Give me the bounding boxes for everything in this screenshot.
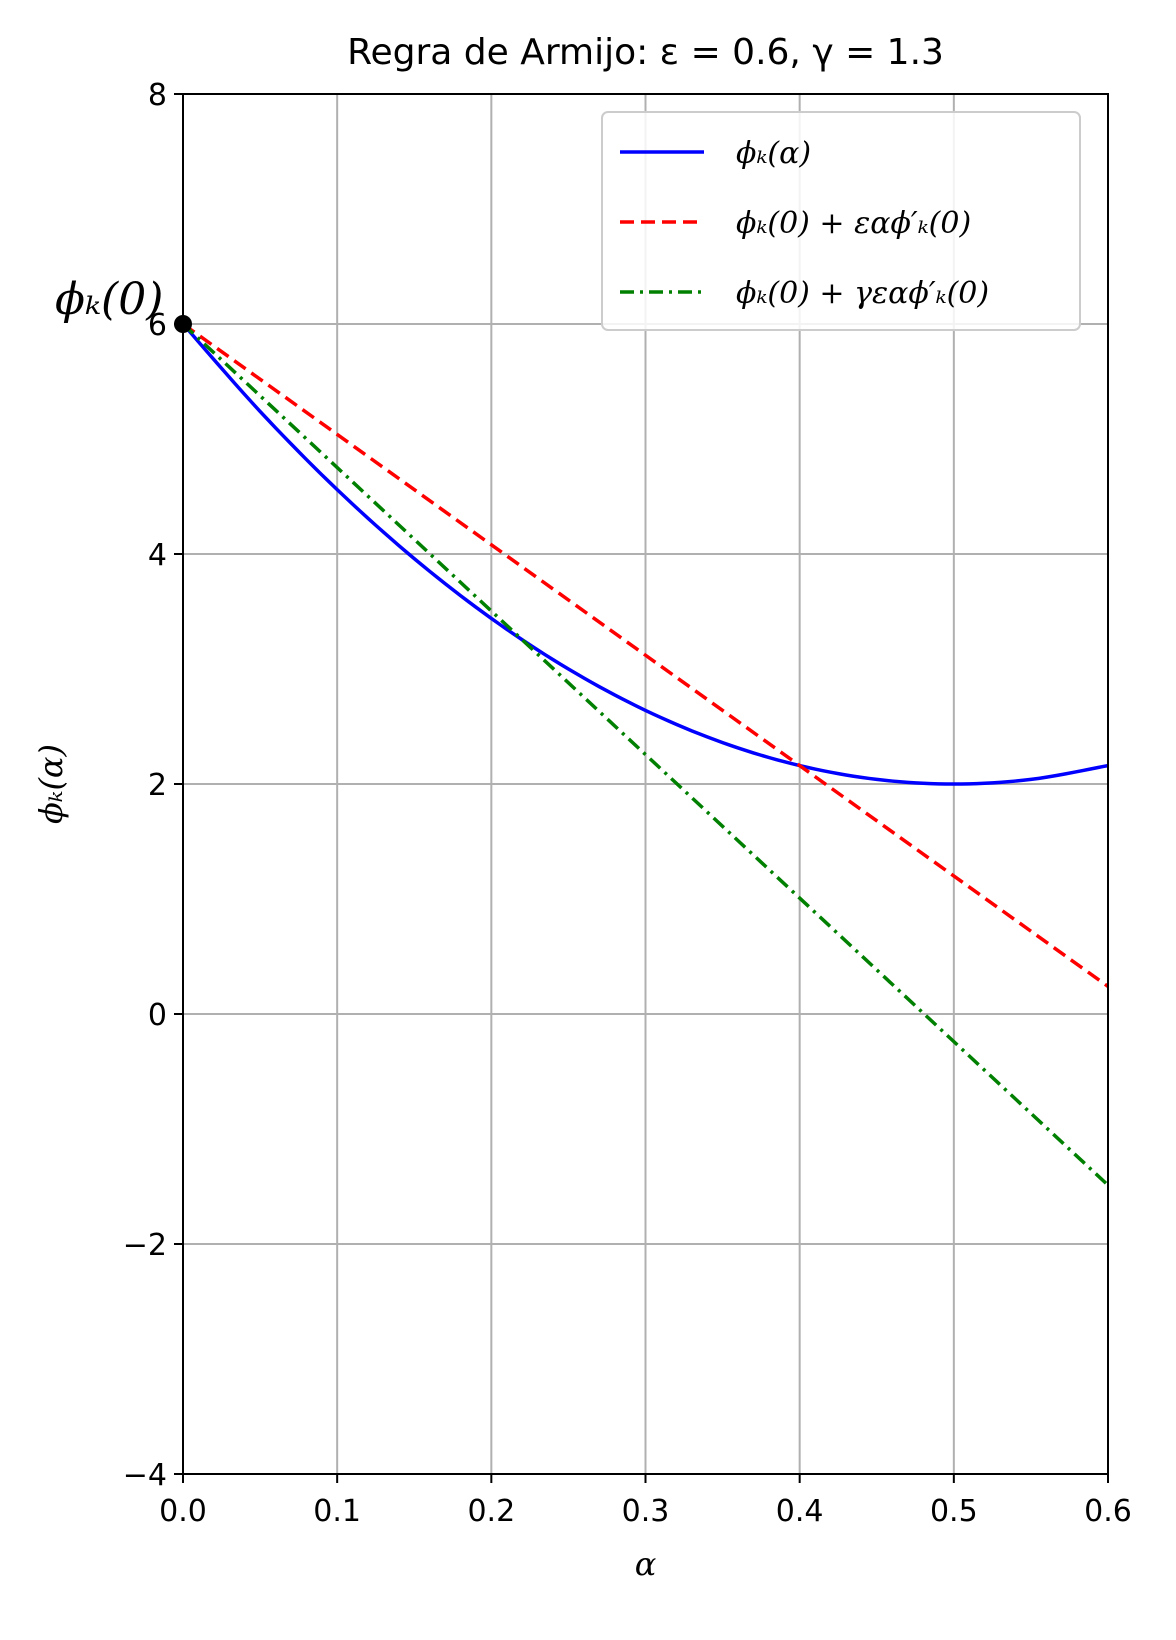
y-axis-label: ϕₖ(α) bbox=[32, 744, 70, 824]
x-tick-label: 0.6 bbox=[1084, 1494, 1132, 1529]
series-line-2 bbox=[181, 322, 1110, 988]
x-tick-label: 0.3 bbox=[622, 1494, 670, 1529]
y-tick-label: 0 bbox=[148, 998, 167, 1033]
ticks-group: 0.0 0.1 0.2 0.3 0.4 0.5 0.6 −4 −2 0 2 4 6 8 bbox=[123, 78, 1132, 1529]
x-tick-label: 0.5 bbox=[930, 1494, 978, 1529]
y-tick-label: 4 bbox=[148, 538, 167, 573]
y-tick-label: −4 bbox=[123, 1458, 167, 1493]
legend-label-3: ϕₖ(0) + γεαϕ′ₖ(0) bbox=[736, 276, 989, 311]
x-tick-label: 0.0 bbox=[159, 1494, 207, 1529]
x-tick-label: 0.1 bbox=[313, 1494, 361, 1529]
x-tick-label: 0.4 bbox=[776, 1494, 824, 1529]
y-tick-label: 6 bbox=[148, 308, 167, 343]
y-tick-label: 2 bbox=[148, 768, 167, 803]
series-group bbox=[181, 322, 1110, 1187]
y-tick-label: −2 bbox=[123, 1228, 167, 1263]
annotation-label: ϕₖ(0) bbox=[55, 274, 163, 325]
legend-label-1: ϕₖ(α) bbox=[736, 136, 811, 171]
legend: ϕₖ(α) ϕₖ(0) + εαϕ′ₖ(0) ϕₖ(0) + γεαϕ′ₖ(0) bbox=[601, 111, 1081, 331]
legend-box bbox=[601, 111, 1081, 331]
legend-label-2: ϕₖ(0) + εαϕ′ₖ(0) bbox=[736, 206, 971, 241]
series-line-3 bbox=[181, 322, 1110, 1187]
series-line-1 bbox=[181, 322, 1109, 786]
chart-title: Regra de Armijo: ε = 0.6, γ = 1.3 bbox=[347, 32, 944, 73]
y-tick-label: 8 bbox=[148, 78, 167, 113]
x-tick-label: 0.2 bbox=[467, 1494, 515, 1529]
x-axis-label: α bbox=[635, 1545, 657, 1583]
